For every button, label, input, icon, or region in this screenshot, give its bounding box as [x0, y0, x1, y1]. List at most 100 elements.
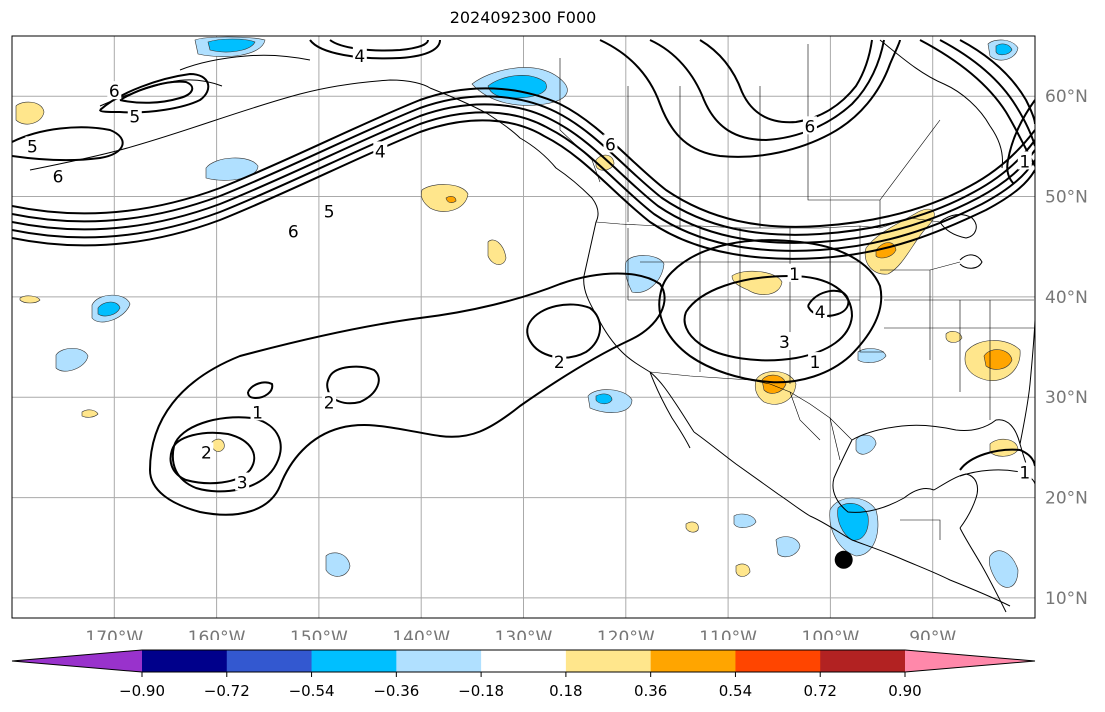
- border-us-mexico: [649, 371, 853, 441]
- longitude-label: 90°W: [909, 628, 956, 640]
- colorbar-swatch: [226, 650, 313, 672]
- colorbar-swatch: [481, 650, 567, 672]
- contour-label-bg: [107, 81, 122, 100]
- contour-1-small: [247, 381, 274, 400]
- contour-label: 2: [554, 353, 565, 373]
- contour-alaska-6: [119, 80, 194, 104]
- contour-label: 6: [605, 135, 616, 155]
- contour-north-loop-4: [309, 39, 441, 60]
- shade-blob-gulf-of-alaska-yellow: [420, 184, 469, 212]
- colorbar-tick-labels: −0.90 −0.72 −0.54 −0.36 −0.18 0.18 0.36 0.54 0.7…: [119, 672, 922, 700]
- contour-north-arc-6c: [699, 39, 873, 124]
- contour-label-bg: [808, 352, 823, 371]
- colorbar-swatch: [142, 650, 228, 672]
- storm-center-marker: [834, 550, 853, 569]
- colorbar: −0.90 −0.72 −0.54 −0.36 −0.18 0.18 0.36 0.54 0.7…: [11, 649, 1036, 700]
- colorbar-swatch: [735, 650, 821, 672]
- contour-label-bg: [322, 201, 337, 220]
- longitude-label: 120°W: [597, 628, 655, 640]
- contour-label: 2: [201, 443, 212, 463]
- contour-label-bg: [322, 392, 337, 411]
- contour-1-gulf: [959, 448, 1035, 471]
- coast-great-lakes: [939, 214, 983, 269]
- contour-2-loop-calif: [526, 303, 601, 359]
- colorbar-swatch: [820, 650, 906, 672]
- contour-label-bg: [777, 332, 792, 351]
- contour-3-loop: [683, 274, 854, 362]
- contour-lines: [12, 39, 1035, 516]
- contour-label: 6: [53, 167, 64, 187]
- contour-2-loop-mid: [326, 365, 380, 405]
- latitude-tick-labels: 60°N 50°N 40°N 30°N 20°N 10°N: [1045, 87, 1088, 609]
- contour-label-bg: [373, 141, 388, 160]
- latitude-label: 60°N: [1045, 87, 1088, 107]
- contour-label: 1: [1019, 152, 1030, 172]
- coast-aleutians: [29, 79, 431, 171]
- contour-label: 5: [324, 203, 335, 223]
- contour-jet-3: [12, 103, 1035, 244]
- contour-jet-4: [12, 111, 1035, 252]
- shade-blob-westpac-yellow-2: [19, 295, 41, 304]
- shade-blob-baja-cyan: [595, 393, 613, 405]
- longitude-label: 130°W: [495, 628, 553, 640]
- colorbar-extend-high: [905, 650, 1035, 672]
- contour-label-bg: [802, 116, 817, 135]
- contour-label: 6: [288, 223, 299, 243]
- colorbar-swatch: [311, 650, 397, 672]
- longitude-tick-labels: 170°W 160°W 150°W 140°W 130°W 120°W 110°W 100°W…: [85, 628, 956, 640]
- colorbar-swatch: [396, 650, 482, 672]
- contour-2-big: [149, 272, 666, 516]
- colorbar-label: −0.36: [373, 682, 419, 700]
- contour-label-bg: [352, 46, 367, 65]
- contour-westpac-5: [12, 126, 124, 162]
- shade-blob-epac-blue-3: [325, 552, 351, 577]
- longitude-label: 150°W: [290, 628, 348, 640]
- contour-label-bg: [199, 442, 214, 461]
- contour-label: 4: [375, 142, 386, 162]
- shade-blob-pacific-blue-1: [205, 157, 259, 181]
- shade-blob-epac-blue-2: [733, 513, 757, 528]
- contour-label-bg: [250, 402, 265, 421]
- longitude-label: 160°W: [188, 628, 246, 640]
- contour-label-bg: [787, 263, 802, 282]
- shade-blob-pacific-blue-3: [55, 348, 89, 372]
- shaded-anomalies: [15, 36, 1021, 588]
- province-borders: [627, 44, 941, 228]
- longitude-label: 100°W: [802, 628, 860, 640]
- colorbar-label: −0.54: [289, 682, 335, 700]
- shade-blob-se-us-orange: [983, 349, 1013, 370]
- shade-blob-alaska-cyan: [487, 75, 547, 99]
- shade-blob-west-coast-blue: [624, 255, 665, 293]
- colorbar-label: −0.90: [119, 682, 165, 700]
- contour-label-bg: [235, 472, 250, 491]
- contour-label: 4: [354, 47, 365, 67]
- contour-label-bg: [51, 166, 66, 185]
- colorbar-label: 0.72: [804, 682, 837, 700]
- shade-blob-epac-yellow-2: [735, 563, 751, 577]
- contour-label: 5: [27, 137, 38, 157]
- contour-jet-2: [12, 95, 1035, 236]
- coast-yucatan: [933, 473, 979, 529]
- coast-hudson-bay: [879, 39, 1003, 169]
- shade-blob-gulf-of-alaska-orange: [445, 196, 457, 203]
- contour-3-hawaii: [171, 416, 282, 493]
- longitude-label: 140°W: [392, 628, 450, 640]
- shade-blob-westpac-yellow-3: [81, 409, 99, 418]
- contour-label-bg: [286, 221, 301, 240]
- contour-label: 2: [324, 393, 335, 413]
- shade-blob-westpac-yellow: [15, 101, 45, 125]
- latitude-label: 30°N: [1045, 388, 1088, 408]
- contour-north-arc-6: [599, 39, 901, 158]
- contour-label: 1: [789, 265, 800, 285]
- contour-label-bg: [552, 352, 567, 371]
- latitude-label: 40°N: [1045, 288, 1088, 308]
- mexico-states: [789, 391, 941, 540]
- contour-label: 6: [109, 82, 120, 102]
- contour-1-inner: [658, 239, 883, 384]
- colorbar-swatch: [650, 650, 736, 672]
- contour-label-bg: [1017, 462, 1032, 481]
- map-frame: [11, 35, 1036, 619]
- coast-baja: [649, 371, 695, 449]
